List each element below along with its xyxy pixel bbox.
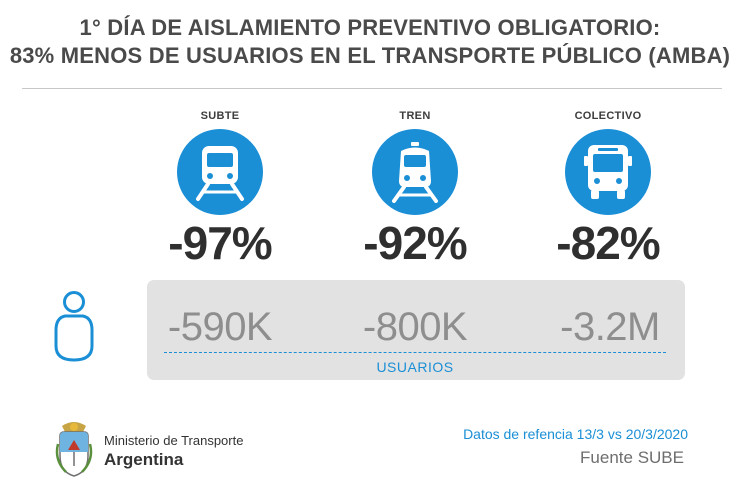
data-reference: Datos de refencia 13/3 vs 20/3/2020 bbox=[463, 426, 688, 442]
title-divider bbox=[22, 88, 722, 89]
ministry-logo: Ministerio de Transporte Argentina bbox=[54, 420, 354, 480]
mode-colectivo: COLECTIVO -82% bbox=[543, 110, 673, 271]
mode-subte: SUBTE -97% bbox=[155, 110, 285, 271]
users-divider bbox=[164, 352, 666, 353]
ministry-name: Ministerio de Transporte bbox=[104, 433, 244, 448]
users-label: USUARIOS bbox=[376, 359, 454, 375]
mode-tren: TREN -92% bbox=[350, 110, 480, 271]
title-line-1: 1° DÍA DE AISLAMIENTO PREVENTIVO OBLIGAT… bbox=[79, 15, 661, 40]
mode-label-tren: TREN bbox=[399, 110, 431, 122]
page-title: 1° DÍA DE AISLAMIENTO PREVENTIVO OBLIGAT… bbox=[0, 14, 740, 70]
data-source: Fuente SUBE bbox=[580, 448, 684, 467]
bus-icon bbox=[565, 129, 651, 215]
users-tren: -800K bbox=[362, 305, 468, 349]
train-icon bbox=[372, 129, 458, 215]
ministry-country: Argentina bbox=[104, 450, 184, 469]
person-icon bbox=[54, 291, 94, 362]
coat-of-arms-icon bbox=[55, 422, 93, 477]
users-subte: -590K bbox=[167, 305, 273, 349]
percent-tren: -92% bbox=[363, 217, 467, 269]
users-panel bbox=[147, 280, 685, 380]
title-line-2: 83% MENOS DE USUARIOS EN EL TRANSPORTE P… bbox=[9, 43, 731, 68]
mode-label-colectivo: COLECTIVO bbox=[574, 110, 642, 122]
mode-label-subte: SUBTE bbox=[200, 110, 240, 122]
subway-icon bbox=[177, 129, 263, 215]
percent-colectivo: -82% bbox=[556, 217, 660, 269]
percent-subte: -97% bbox=[168, 217, 272, 269]
users-colectivo: -3.2M bbox=[560, 305, 660, 349]
